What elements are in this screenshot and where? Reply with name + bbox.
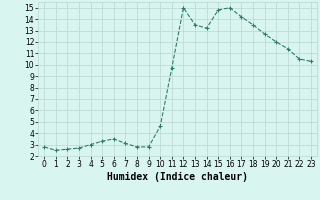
- X-axis label: Humidex (Indice chaleur): Humidex (Indice chaleur): [107, 172, 248, 182]
